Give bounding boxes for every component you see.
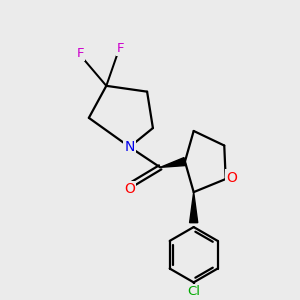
Text: O: O <box>226 171 237 184</box>
Text: F: F <box>76 47 84 60</box>
Text: N: N <box>124 140 135 154</box>
Text: Cl: Cl <box>187 286 200 298</box>
Text: O: O <box>124 182 135 196</box>
Text: F: F <box>117 42 124 56</box>
Polygon shape <box>190 192 198 223</box>
Polygon shape <box>160 158 186 167</box>
